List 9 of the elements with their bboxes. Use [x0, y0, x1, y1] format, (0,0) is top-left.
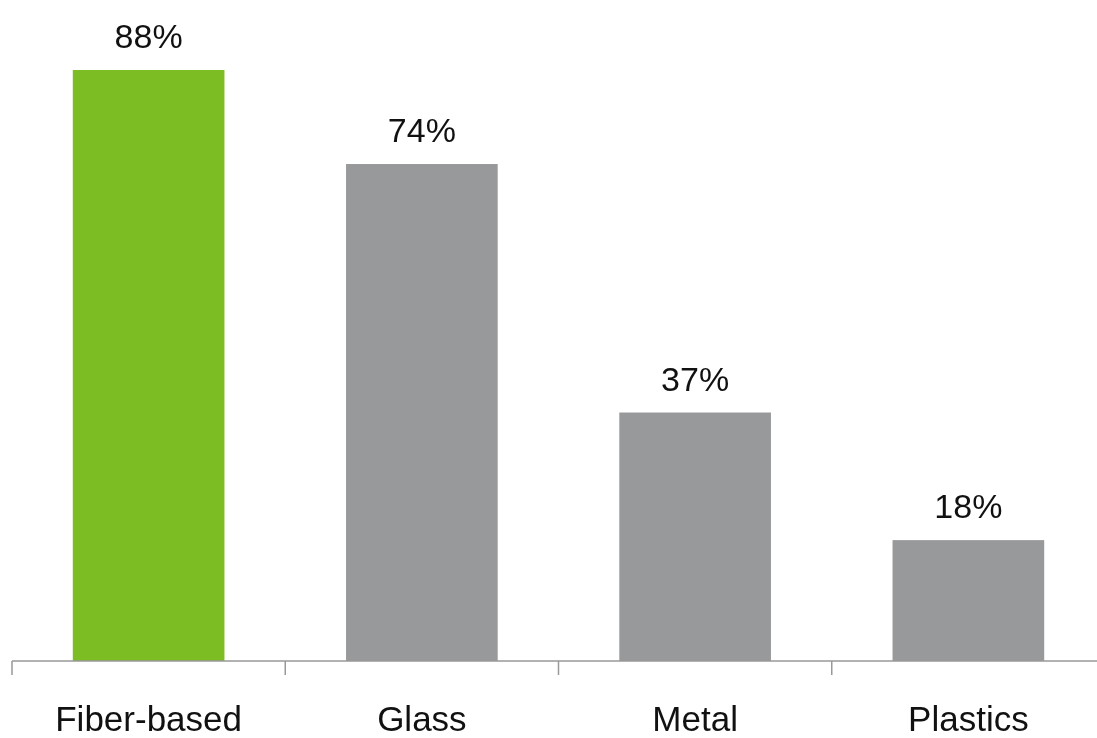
x-tick-label: Glass [377, 699, 467, 738]
x-tick-label: Fiber-based [55, 699, 243, 738]
x-tick-label: Metal [652, 699, 738, 738]
data-label: 88% [114, 17, 183, 55]
data-label: 74% [387, 111, 456, 150]
data-label: 18% [934, 487, 1003, 526]
bar [72, 70, 225, 661]
x-tick-label: Plastics [908, 699, 1029, 738]
data-label: 37% [661, 359, 730, 398]
